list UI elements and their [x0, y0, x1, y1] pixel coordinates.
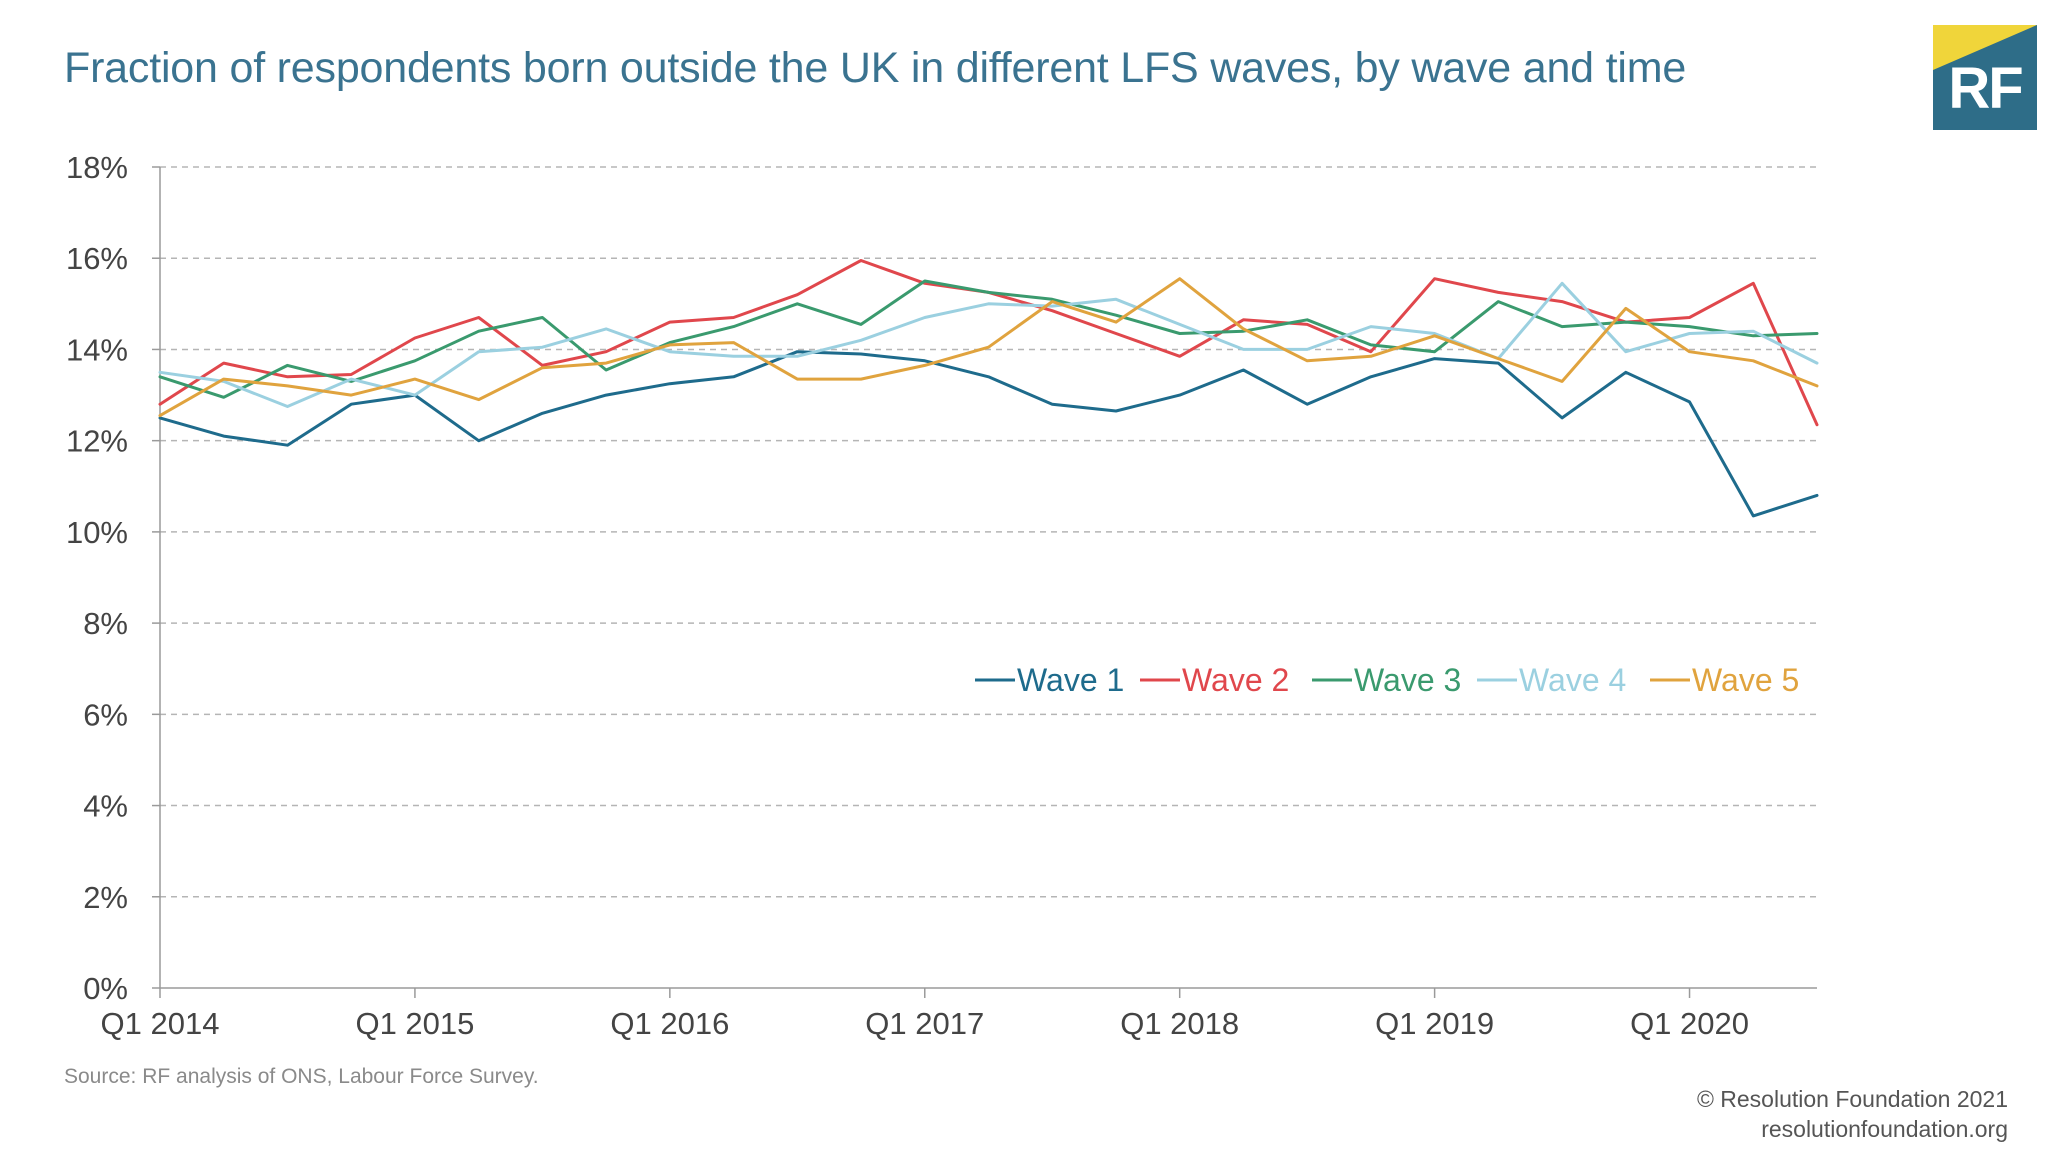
y-tick-label: 6%	[83, 697, 128, 732]
legend-label-wave-2: Wave 2	[1182, 662, 1289, 698]
x-tick-label: Q1 2014	[101, 1006, 220, 1041]
series-lines	[158, 259, 1819, 518]
x-tick-label: Q1 2016	[610, 1006, 729, 1041]
logo-accent-triangle	[1933, 25, 2037, 70]
y-tick-label: 0%	[83, 971, 128, 1006]
source-note: Source: RF analysis of ONS, Labour Force…	[64, 1065, 539, 1088]
series-line-wave-3	[158, 279, 1819, 399]
website-link[interactable]: resolutionfoundation.org	[1761, 1116, 2008, 1142]
legend: Wave 1 Wave 2 Wave 3 Wave 4 Wave 5	[975, 662, 1799, 698]
chart-title: Fraction of respondents born outside the…	[64, 44, 1687, 92]
y-tick-label: 18%	[66, 150, 128, 185]
y-tick-label: 10%	[66, 515, 128, 550]
series-line-wave-4	[158, 281, 1819, 408]
y-tick-label: 14%	[66, 332, 128, 367]
y-tick-label: 12%	[66, 424, 128, 459]
copyright-block: © Resolution Foundation 2021 resolutionf…	[1697, 1084, 2008, 1144]
series-line-wave-1	[158, 350, 1819, 518]
copyright-text: © Resolution Foundation 2021	[1696, 1086, 2008, 1112]
axes	[159, 167, 1817, 989]
legend-label-wave-4: Wave 4	[1519, 662, 1626, 698]
gridlines	[160, 166, 1817, 898]
series-line-wave-2	[158, 259, 1819, 427]
y-axis-ticks: 0% 2% 4% 6% 8% 10% 12% 14% 16% 18%	[66, 150, 160, 1006]
rf-logo: RF	[1933, 25, 2037, 130]
x-tick-label: Q1 2019	[1375, 1006, 1494, 1041]
legend-label-wave-3: Wave 3	[1354, 662, 1461, 698]
x-tick-label: Q1 2018	[1120, 1006, 1239, 1041]
y-tick-label: 2%	[83, 880, 128, 915]
legend-label-wave-5: Wave 5	[1692, 662, 1799, 698]
x-tick-label: Q1 2017	[865, 1006, 984, 1041]
y-tick-label: 16%	[66, 241, 128, 276]
logo-text: RF	[1948, 56, 2023, 121]
y-tick-label: 4%	[83, 789, 128, 824]
x-axis-ticks: Q1 2014 Q1 2015 Q1 2016 Q1 2017 Q1 2018 Q1 20…	[101, 988, 1749, 1041]
y-tick-label: 8%	[83, 606, 128, 641]
x-tick-label: Q1 2020	[1630, 1006, 1749, 1041]
legend-label-wave-1: Wave 1	[1017, 662, 1124, 698]
x-tick-label: Q1 2015	[355, 1006, 474, 1041]
series-line-wave-5	[158, 277, 1819, 418]
